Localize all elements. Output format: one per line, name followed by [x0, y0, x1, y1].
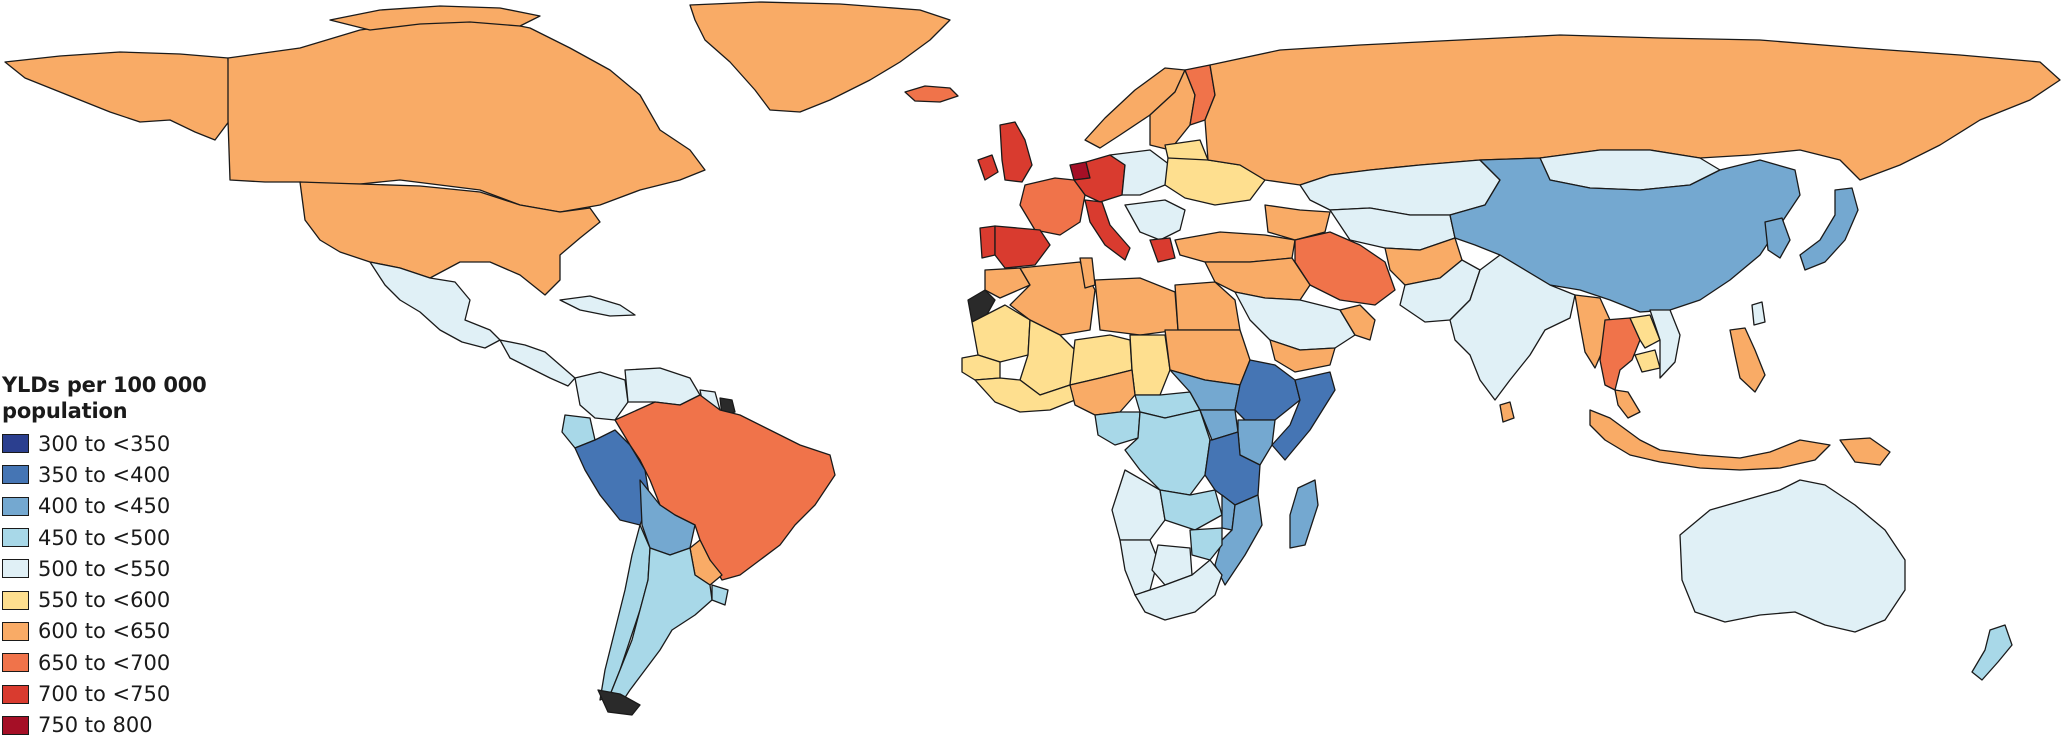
region-cameroon: [1094, 411, 1141, 446]
legend-swatch: [2, 621, 29, 641]
legend-swatch: [2, 528, 29, 548]
region-korea: [1764, 217, 1791, 259]
region-zimbabwe: [1189, 527, 1223, 561]
region-cambodia: [1634, 349, 1661, 373]
region-australia: [1679, 479, 1906, 633]
region-united-kingdom: [999, 121, 1033, 183]
region-balkans: [1124, 199, 1186, 241]
region-oman: [1339, 304, 1376, 341]
region-somalia: [1271, 371, 1336, 461]
region-malaysia: [1614, 389, 1641, 419]
legend-label: 350 to <400: [38, 462, 171, 487]
region-turkey: [1174, 231, 1296, 263]
region-venezuela: [624, 367, 701, 406]
legend-item: 350 to <400: [2, 459, 332, 490]
region-ireland: [977, 154, 999, 181]
region-united-states: [299, 181, 601, 296]
legend-swatch: [2, 559, 29, 579]
region-uruguay: [711, 584, 729, 606]
region-laos: [1629, 314, 1661, 349]
region-philippines: [1729, 327, 1766, 393]
world-choropleth-map: [4, 1, 2061, 716]
region-chad: [1129, 334, 1171, 396]
legend-item: 650 to <700: [2, 647, 332, 678]
legend-label: 750 to 800: [38, 713, 153, 738]
region-greenland: [689, 1, 951, 113]
region-tierra-del-fuego: [597, 689, 641, 716]
map-legend: YLDs per 100 000 population 300 to <350 3…: [2, 372, 332, 741]
legend-label: 550 to <600: [38, 588, 171, 613]
region-south-africa: [1134, 559, 1223, 621]
legend-label: 650 to <700: [38, 650, 171, 675]
region-papua-new-guinea: [1839, 437, 1891, 466]
region-italy: [1084, 199, 1131, 261]
region-yemen: [1269, 339, 1336, 373]
legend-item: 750 to 800: [2, 710, 332, 741]
region-nigeria: [1069, 369, 1136, 416]
region-libya: [1094, 277, 1179, 336]
legend-label: 600 to <650: [38, 619, 171, 644]
region-taiwan: [1751, 301, 1766, 326]
region-central-europe: [1109, 149, 1171, 196]
region-zambia: [1159, 489, 1223, 531]
region-thailand: [1599, 317, 1641, 391]
region-sri-lanka: [1499, 401, 1515, 423]
region-new-zealand: [1971, 624, 2013, 681]
legend-item: 550 to <600: [2, 584, 332, 615]
region-indonesia: [1589, 409, 1831, 471]
legend-swatch: [2, 434, 29, 454]
region-russia: [1204, 34, 2061, 186]
legend-items: 300 to <350 350 to <400 400 to <450 450 to …: [2, 428, 332, 741]
legend-item: 500 to <550: [2, 553, 332, 584]
region-spain: [994, 225, 1051, 269]
legend-item: 700 to <750: [2, 678, 332, 709]
legend-label: 700 to <750: [38, 682, 171, 707]
region-vietnam: [1649, 309, 1681, 379]
region-argentina: [609, 547, 713, 706]
legend-swatch: [2, 465, 29, 485]
region-france: [1019, 177, 1086, 236]
region-central-america: [499, 339, 576, 387]
region-caucasus: [1264, 204, 1331, 241]
region-portugal: [979, 225, 996, 259]
region-egypt: [1174, 281, 1241, 331]
legend-swatch: [2, 684, 29, 704]
legend-label: 300 to <350: [38, 431, 171, 456]
region-madagascar: [1289, 479, 1319, 549]
legend-swatch: [2, 653, 29, 673]
legend-item: 600 to <650: [2, 616, 332, 647]
legend-swatch: [2, 715, 29, 735]
region-china: [1449, 157, 1801, 313]
region-greece: [1149, 237, 1176, 263]
region-western-sahara: [967, 289, 996, 323]
legend-item: 300 to <350: [2, 428, 332, 459]
region-alaska: [4, 51, 231, 141]
legend-title: YLDs per 100 000 population: [2, 373, 207, 423]
map-area: [4, 1, 2061, 716]
legend-label: 500 to <550: [38, 556, 171, 581]
region-india: [1449, 254, 1576, 401]
legend-swatch: [2, 590, 29, 610]
region-colombia: [574, 371, 629, 421]
region-iceland: [904, 85, 959, 103]
region-mozambique: [1214, 494, 1263, 586]
region-saudi-arabia: [1234, 291, 1356, 351]
legend-label: 400 to <450: [38, 494, 171, 519]
region-japan: [1799, 187, 1859, 271]
legend-item: 400 to <450: [2, 491, 332, 522]
region-morocco: [984, 267, 1031, 299]
legend-swatch: [2, 496, 29, 516]
region-cuba: [559, 295, 636, 317]
legend-label: 450 to <500: [38, 525, 171, 550]
legend-item: 450 to <500: [2, 522, 332, 553]
region-canada-islands: [329, 5, 541, 31]
